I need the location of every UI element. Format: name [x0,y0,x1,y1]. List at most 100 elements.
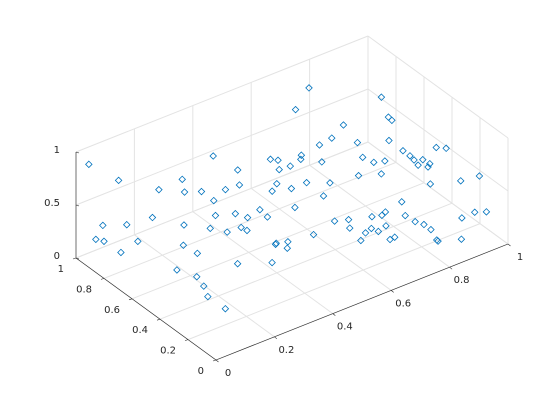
point [426,159,434,168]
grid-line [103,161,397,279]
point [221,304,230,313]
point [148,213,157,222]
point [458,214,466,222]
point [268,187,276,195]
point [318,158,326,166]
point [199,282,208,290]
point [273,179,281,188]
point [134,237,142,246]
y-tick [156,318,161,321]
y-tick-label: 0.4 [132,325,148,336]
point [384,113,393,121]
point [414,161,422,169]
x-tick-label: 0.6 [395,298,411,309]
z-tick-label: 0.5 [44,198,60,209]
y-tick-label: 0.6 [104,305,120,316]
grid-line [367,35,509,139]
point [361,229,370,237]
point [388,116,396,125]
z-tick [75,204,80,207]
point [235,181,244,189]
point [272,239,280,247]
y-axis [75,257,217,361]
grid-line [75,88,369,206]
y-tick [100,278,105,280]
x-tick [391,290,394,293]
point [221,185,230,194]
y-tick [128,298,133,301]
point [327,134,336,142]
x-tick [332,313,336,316]
point [179,241,188,250]
point [305,84,313,92]
x-tick [274,336,278,340]
x-tick [449,266,453,270]
point [223,228,231,236]
grid-line [134,234,275,338]
point [180,188,189,196]
point [382,222,390,230]
point [193,249,202,258]
point [385,136,393,145]
point [297,151,306,159]
point [263,213,272,221]
point [353,138,362,147]
point [266,155,275,164]
point [302,178,311,187]
point [419,155,427,164]
point [330,217,339,225]
point [297,155,305,164]
point [397,198,406,206]
point [268,258,276,267]
point [401,211,410,220]
x-tick-label: 1 [517,252,523,263]
point [475,172,484,180]
y-tick-label: 0 [198,366,204,377]
point [482,208,491,216]
y-tick-label: 0.8 [76,284,92,295]
point [283,244,292,252]
point [287,184,296,193]
point [206,224,215,233]
point [354,171,363,180]
point [326,179,334,187]
grid-line [75,141,369,259]
y-tick-label: 0.2 [160,346,176,357]
point [424,163,432,171]
point [427,225,435,234]
point [344,215,353,224]
point [155,185,163,194]
point [368,212,376,221]
point [420,220,428,229]
grid-line [187,223,481,341]
point [406,152,414,160]
point [122,220,131,229]
y-tick [212,359,217,362]
point [386,235,394,244]
x-axis [215,243,509,361]
point [434,237,442,245]
point [274,156,282,165]
point [457,235,466,243]
point [275,165,283,174]
point [114,176,123,185]
point [442,144,450,153]
point [237,223,245,232]
grid-line [131,182,425,300]
grid-line [159,202,453,320]
x-tick-label: 0.8 [454,275,470,286]
point [399,146,407,155]
point [410,156,418,164]
point [358,153,367,162]
point [243,226,251,235]
point [231,209,240,218]
point [432,143,441,152]
grid-line [75,35,369,153]
point [192,272,201,281]
point [243,213,252,222]
x-tick [507,243,511,247]
grid-line [250,187,392,291]
point [470,208,479,217]
point [357,236,365,245]
